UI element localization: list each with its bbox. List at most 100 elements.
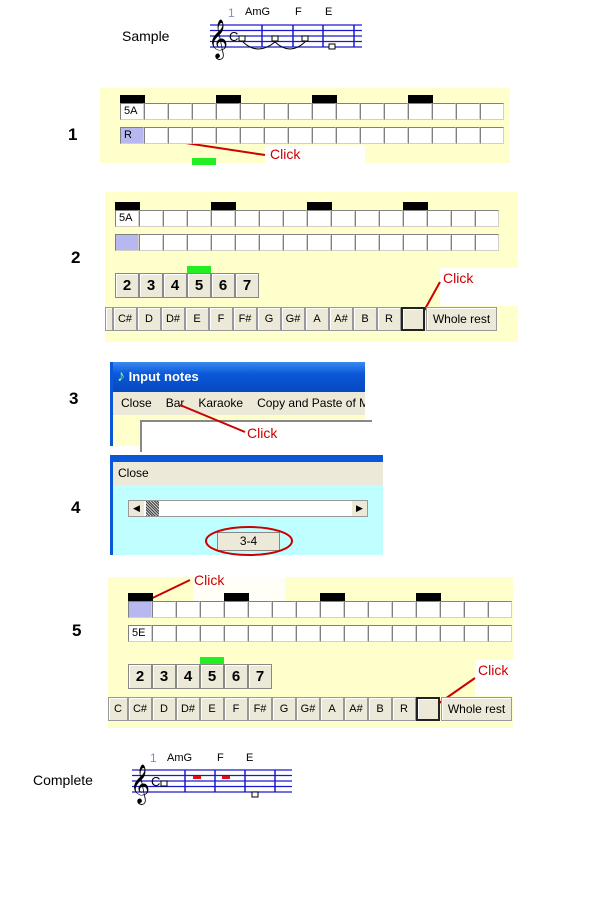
- note-cell[interactable]: [451, 210, 475, 227]
- note-button-A-sharp[interactable]: A#: [344, 697, 368, 721]
- note-button-F-sharp[interactable]: F#: [248, 697, 272, 721]
- menu-bar-item[interactable]: Bar: [165, 396, 185, 410]
- note-cell[interactable]: [488, 601, 512, 618]
- note-cell[interactable]: [248, 601, 272, 618]
- note-cell[interactable]: [392, 601, 416, 618]
- note-cell[interactable]: [272, 625, 296, 642]
- note-cell[interactable]: [211, 234, 235, 251]
- octave-button-2[interactable]: 2: [115, 273, 139, 298]
- note-cell[interactable]: [264, 103, 288, 120]
- note-cell[interactable]: [224, 601, 248, 618]
- note-cell[interactable]: [216, 127, 240, 144]
- whole-rest-button[interactable]: Whole rest: [426, 307, 497, 331]
- note-cell[interactable]: [144, 127, 168, 144]
- note-cell[interactable]: 5E: [128, 625, 152, 642]
- note-cell[interactable]: R: [120, 127, 144, 144]
- note-cell[interactable]: [312, 127, 336, 144]
- octave-button-4[interactable]: 4: [163, 273, 187, 298]
- note-cell[interactable]: [192, 127, 216, 144]
- note-cell[interactable]: [115, 234, 139, 251]
- note-cell[interactable]: [440, 625, 464, 642]
- note-cell[interactable]: [464, 625, 488, 642]
- note-cell[interactable]: [427, 234, 451, 251]
- tie-button[interactable]: [401, 307, 425, 331]
- tie-button[interactable]: [416, 697, 440, 721]
- note-cell[interactable]: 5A: [120, 103, 144, 120]
- scroll-right-arrow[interactable]: ▶: [352, 501, 367, 516]
- note-cell[interactable]: [480, 127, 504, 144]
- note-cell[interactable]: [320, 625, 344, 642]
- note-cell[interactable]: [384, 103, 408, 120]
- note-cell[interactable]: [427, 210, 451, 227]
- note-cell[interactable]: [264, 127, 288, 144]
- note-cell[interactable]: [307, 234, 331, 251]
- note-button-D[interactable]: D: [152, 697, 176, 721]
- note-button-F-sharp[interactable]: F#: [233, 307, 257, 331]
- note-cell[interactable]: [408, 103, 432, 120]
- note-button-E[interactable]: E: [185, 307, 209, 331]
- note-cell[interactable]: [368, 601, 392, 618]
- note-cell[interactable]: [128, 601, 152, 618]
- note-cell[interactable]: [336, 103, 360, 120]
- note-button-C[interactable]: C: [108, 697, 128, 721]
- note-cell[interactable]: [288, 127, 312, 144]
- note-cell[interactable]: [312, 103, 336, 120]
- octave-button-5[interactable]: 5: [200, 664, 224, 689]
- octave-button-3[interactable]: 3: [152, 664, 176, 689]
- note-cell[interactable]: [152, 625, 176, 642]
- note-cell[interactable]: [288, 103, 312, 120]
- octave-button-4[interactable]: 4: [176, 664, 200, 689]
- note-button-A[interactable]: A: [320, 697, 344, 721]
- note-button-E[interactable]: E: [200, 697, 224, 721]
- note-cell[interactable]: [224, 625, 248, 642]
- note-cell[interactable]: [464, 601, 488, 618]
- note-cell[interactable]: [192, 103, 216, 120]
- note-cell[interactable]: [379, 210, 403, 227]
- note-cell[interactable]: [368, 625, 392, 642]
- note-cell[interactable]: [403, 234, 427, 251]
- note-cell[interactable]: [331, 234, 355, 251]
- note-cell[interactable]: [176, 625, 200, 642]
- note-cell[interactable]: [432, 103, 456, 120]
- note-button-F[interactable]: F: [209, 307, 233, 331]
- note-cell[interactable]: [216, 103, 240, 120]
- note-cell[interactable]: [488, 625, 512, 642]
- note-cell[interactable]: [248, 625, 272, 642]
- note-cell[interactable]: [259, 210, 283, 227]
- scroll-thumb[interactable]: [146, 501, 159, 516]
- note-cell[interactable]: [384, 127, 408, 144]
- note-cell[interactable]: [451, 234, 475, 251]
- note-cell[interactable]: [139, 234, 163, 251]
- note-cell[interactable]: [168, 103, 192, 120]
- note-cell[interactable]: [163, 210, 187, 227]
- note-cell[interactable]: [283, 210, 307, 227]
- note-button-G[interactable]: G: [272, 697, 296, 721]
- octave-button-3[interactable]: 3: [139, 273, 163, 298]
- note-cell[interactable]: [296, 601, 320, 618]
- note-cell[interactable]: [168, 127, 192, 144]
- note-cell[interactable]: [200, 601, 224, 618]
- menu-close[interactable]: Close: [118, 466, 149, 480]
- octave-button-6[interactable]: 6: [224, 664, 248, 689]
- note-cell[interactable]: [235, 210, 259, 227]
- note-cell[interactable]: [379, 234, 403, 251]
- note-button-C-sharp[interactable]: C#: [113, 307, 137, 331]
- note-cell[interactable]: [475, 234, 499, 251]
- note-button-G-sharp[interactable]: G#: [296, 697, 320, 721]
- note-cell[interactable]: [355, 234, 379, 251]
- note-cell[interactable]: [360, 127, 384, 144]
- menu-copy-paste[interactable]: Copy and Paste of Me: [257, 396, 365, 410]
- note-button-A[interactable]: A: [305, 307, 329, 331]
- note-cell[interactable]: [139, 210, 163, 227]
- scroll-left-arrow[interactable]: ◀: [129, 501, 144, 516]
- note-cell[interactable]: [272, 601, 296, 618]
- note-cell[interactable]: [344, 601, 368, 618]
- note-cell[interactable]: [416, 601, 440, 618]
- note-cell[interactable]: [200, 625, 224, 642]
- note-cell[interactable]: [187, 210, 211, 227]
- note-button-D[interactable]: D: [137, 307, 161, 331]
- note-cell[interactable]: [456, 127, 480, 144]
- note-cell[interactable]: [235, 234, 259, 251]
- note-cell[interactable]: [416, 625, 440, 642]
- note-button-D-sharp[interactable]: D#: [176, 697, 200, 721]
